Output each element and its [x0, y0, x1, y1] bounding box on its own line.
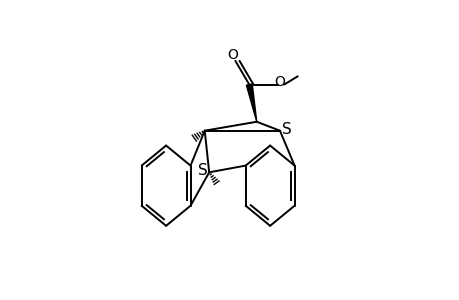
Text: S: S	[197, 163, 207, 178]
Text: S: S	[281, 122, 291, 137]
Text: O: O	[227, 48, 238, 62]
Text: O: O	[274, 75, 285, 88]
Polygon shape	[246, 84, 256, 122]
